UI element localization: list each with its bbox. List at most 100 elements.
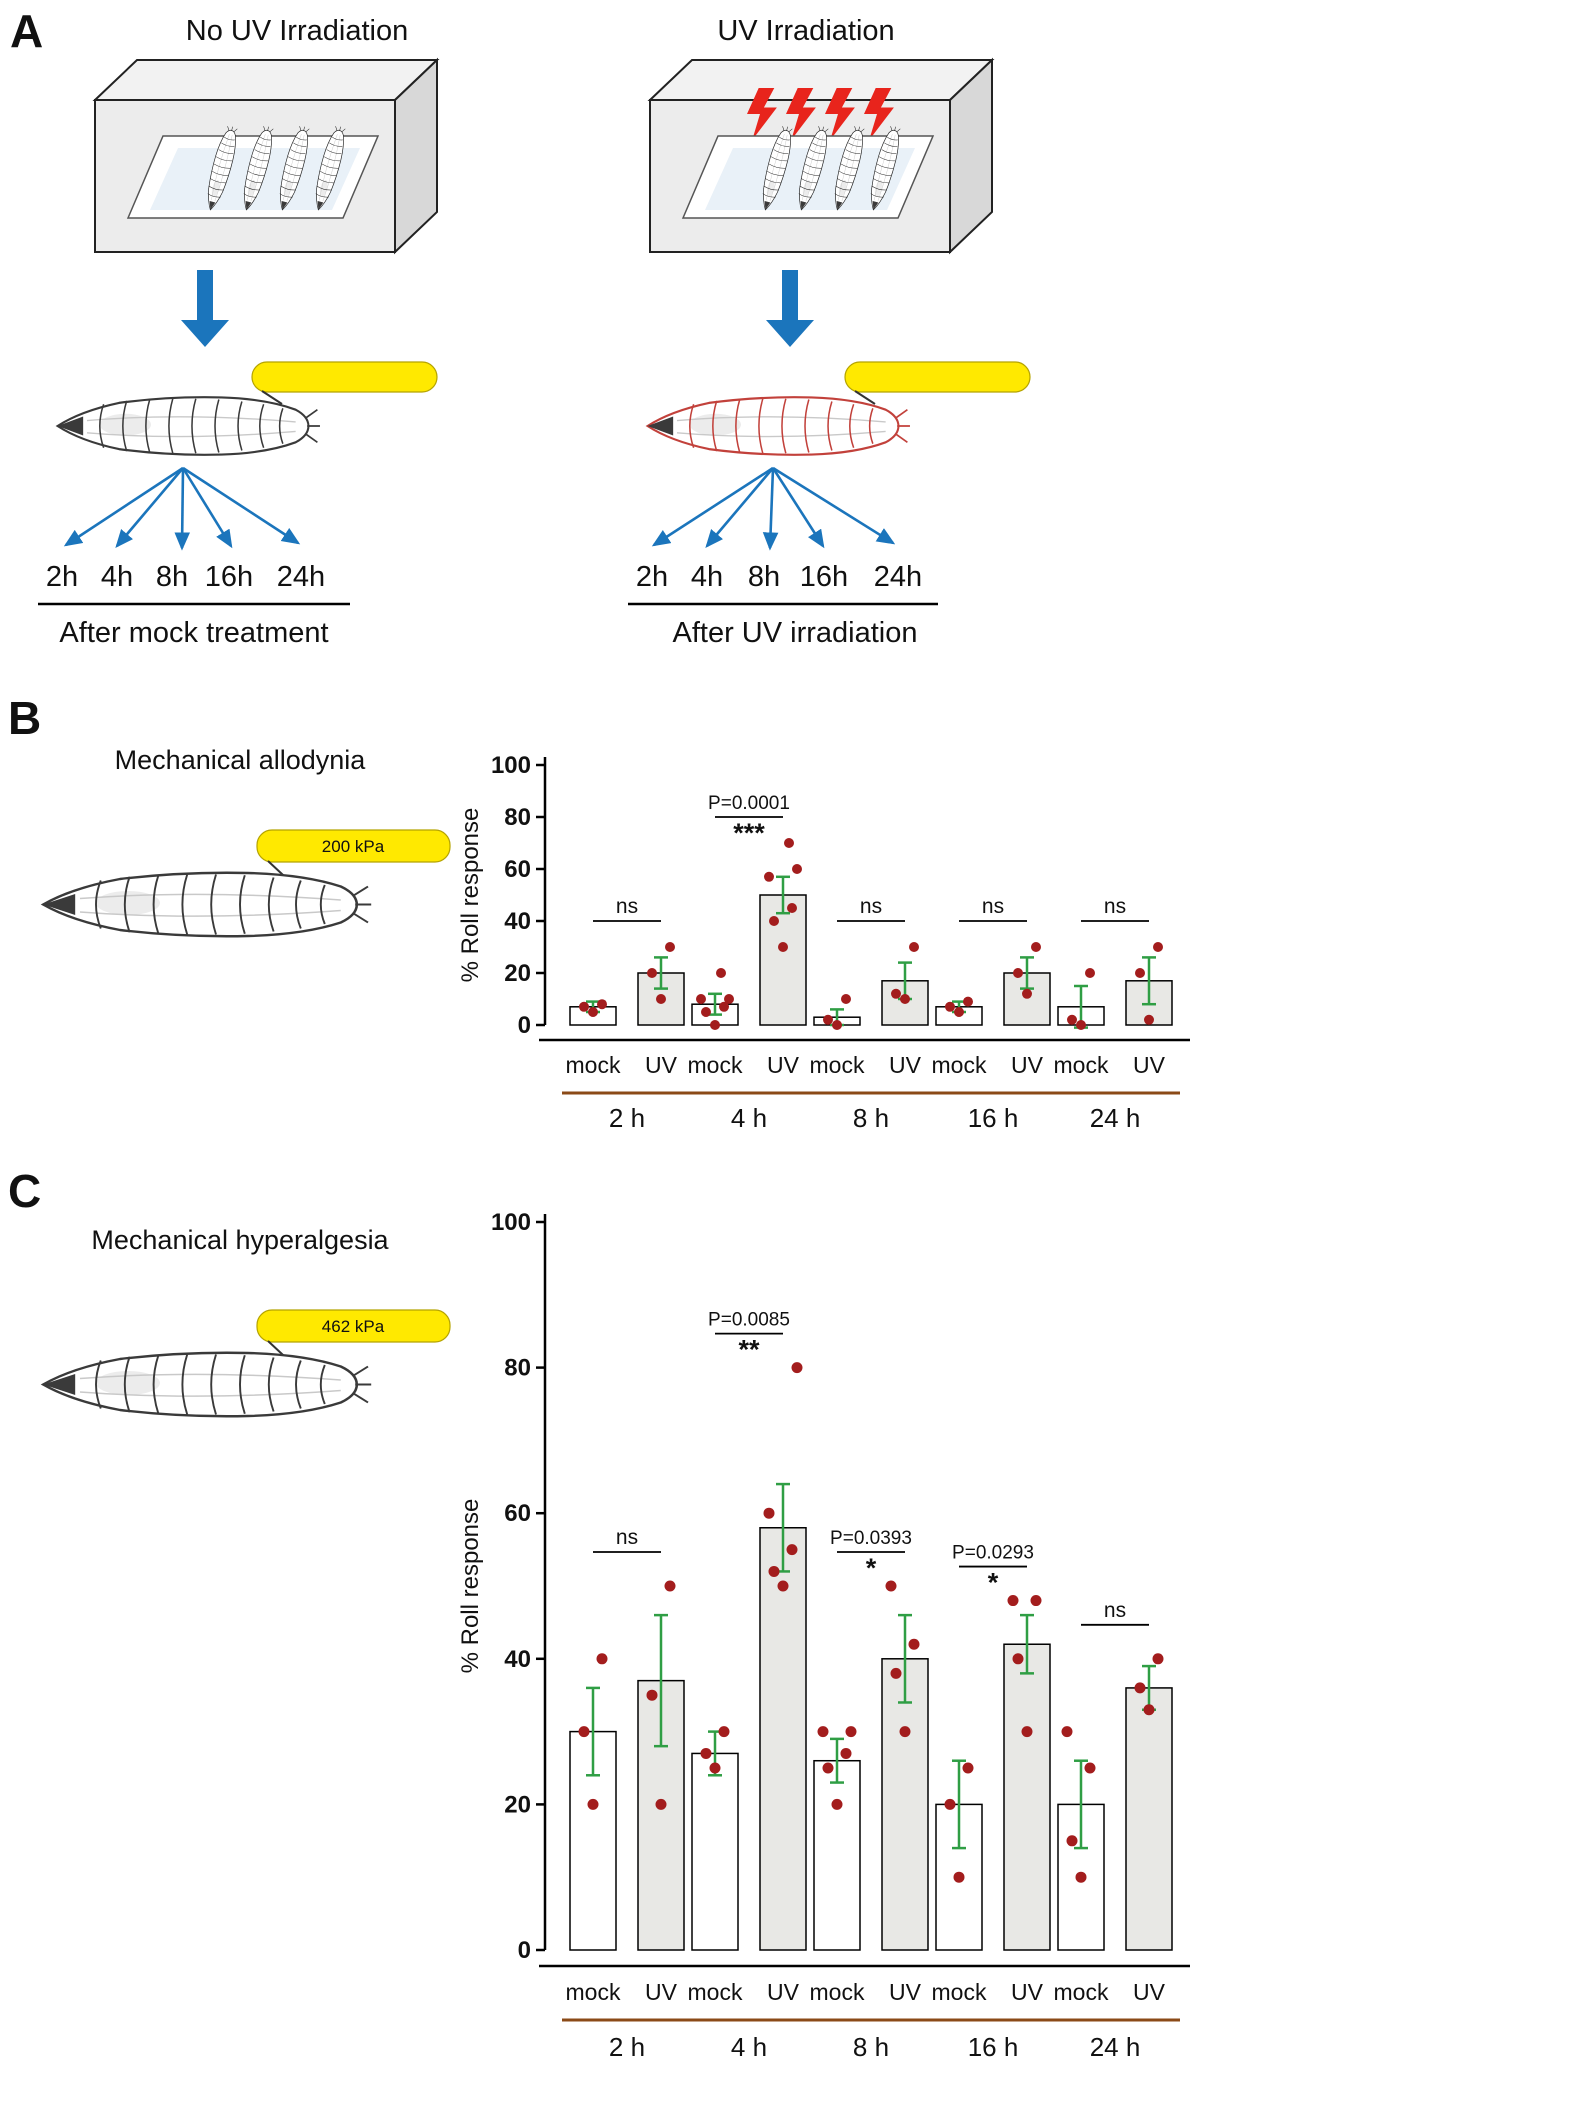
condition-label: mock (688, 1052, 743, 1078)
significance-stars: ** (738, 1335, 760, 1365)
data-point (1075, 1871, 1087, 1883)
data-point (1144, 1014, 1154, 1025)
data-point (909, 942, 919, 952)
group-label: 4 h (731, 1103, 767, 1133)
group-label: 2 h (609, 1103, 645, 1133)
panel-a-label: A (10, 5, 44, 57)
y-axis-label: % Roll response (457, 808, 484, 983)
data-point (944, 1798, 956, 1810)
uv-box (647, 57, 995, 255)
uv-bolt-icons (747, 88, 894, 140)
condition-label: UV (1011, 1979, 1044, 2005)
data-point (953, 1871, 965, 1883)
data-point (709, 1762, 721, 1774)
data-point (696, 994, 706, 1004)
data-point (718, 1726, 730, 1738)
group-label: 8 h (853, 1103, 889, 1133)
data-point (1143, 1704, 1155, 1716)
time-label: 16h (205, 561, 253, 593)
data-point (1084, 1762, 1096, 1774)
y-tick-label: 20 (504, 1791, 531, 1818)
data-point (1030, 1595, 1042, 1607)
no-uv-box (92, 57, 440, 255)
condition-label: UV (889, 1052, 922, 1078)
data-point (1153, 942, 1163, 952)
bar-mock-4h (691, 1752, 739, 1951)
data-point (700, 1747, 712, 1759)
probe (251, 361, 438, 393)
data-point (778, 942, 788, 952)
data-point (579, 1001, 589, 1012)
time-label: 8h (748, 561, 780, 593)
allodynia-larva-illustration: 200 kPa (41, 829, 451, 938)
condition-label: mock (932, 1052, 987, 1078)
data-point (784, 838, 794, 848)
time-label: 16h (800, 561, 848, 593)
data-point (792, 864, 802, 874)
data-point (1031, 942, 1041, 952)
data-point (891, 988, 901, 999)
data-point (890, 1667, 902, 1679)
data-point (596, 1653, 608, 1665)
probe (256, 829, 451, 863)
time-label: 2h (636, 561, 668, 593)
p-value: P=0.0001 (708, 793, 790, 814)
y-tick-label: 20 (504, 960, 531, 987)
significance-stars: * (866, 1553, 877, 1583)
data-point (655, 1798, 667, 1810)
data-point (1021, 1726, 1033, 1738)
p-value: P=0.0393 (830, 1528, 912, 1549)
time-label: 24h (874, 561, 922, 593)
time-label: 24h (277, 561, 325, 593)
y-tick-label: 60 (504, 856, 531, 883)
timepoint-fan-arrows (651, 466, 896, 551)
p-value: P=0.0293 (952, 1543, 1034, 1564)
significance-stars: * (988, 1568, 999, 1598)
data-point (1022, 988, 1032, 999)
timepoint-fan-arrows (63, 466, 301, 551)
group-label: 24 h (1090, 2032, 1141, 2062)
y-tick-label: 0 (518, 1937, 531, 1964)
condition-label: mock (810, 1979, 865, 2005)
time-label: 4h (691, 561, 723, 593)
data-point (899, 1726, 911, 1738)
data-point (1007, 1595, 1019, 1607)
probe-pressure-label: 462 kPa (322, 1317, 385, 1336)
bar-UV-24h (1125, 1687, 1173, 1951)
data-point (578, 1726, 590, 1738)
panel-c-label: C (8, 1165, 42, 1217)
panel-c-title: Mechanical hyperalgesia (91, 1225, 389, 1255)
mock-caption: After mock treatment (59, 617, 328, 649)
data-point (656, 994, 666, 1004)
y-tick-label: 100 (491, 1209, 531, 1236)
p-value: P=0.0085 (708, 1310, 790, 1331)
condition-label: UV (645, 1052, 678, 1078)
data-point (764, 871, 774, 882)
time-label: 2h (46, 561, 78, 593)
significance-stars: *** (733, 818, 765, 848)
data-point (908, 1638, 920, 1650)
condition-label: UV (1133, 1979, 1166, 2005)
condition-label: mock (1054, 1979, 1109, 2005)
data-point (885, 1580, 897, 1592)
data-point (1085, 968, 1095, 978)
condition-label: mock (566, 1979, 621, 2005)
data-point (1061, 1726, 1073, 1738)
y-tick-label: 40 (504, 1646, 531, 1673)
condition-label: UV (889, 1979, 922, 2005)
probe-tip (261, 390, 283, 405)
uv-timeline: 2h 4h 8h 16h 24h After UV irradiation (628, 561, 938, 649)
data-point (664, 1580, 676, 1592)
bar-UV-16h (1003, 1643, 1051, 1951)
data-point (647, 968, 657, 978)
probe-pressure-label: 200 kPa (322, 837, 385, 856)
bar-mock-8h (813, 1759, 861, 1951)
y-tick-label: 100 (491, 752, 531, 779)
data-point (1135, 968, 1145, 978)
ns-label: ns (616, 895, 638, 918)
panel-b-title: Mechanical allodynia (114, 745, 366, 775)
y-tick-label: 40 (504, 908, 531, 935)
time-label: 4h (101, 561, 133, 593)
uv-title: UV Irradiation (717, 15, 894, 47)
